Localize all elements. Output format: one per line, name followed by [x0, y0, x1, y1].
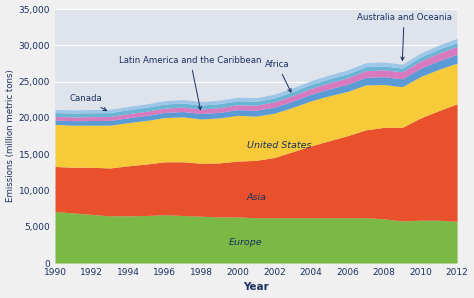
X-axis label: Year: Year [243, 283, 269, 292]
Text: Europe: Europe [228, 238, 262, 247]
Y-axis label: Emissions (million metric tons): Emissions (million metric tons) [6, 70, 15, 202]
Text: Latin America and the Caribbean: Latin America and the Caribbean [119, 56, 262, 110]
Text: Africa: Africa [265, 60, 291, 92]
Text: United States: United States [247, 141, 311, 150]
Text: Asia: Asia [247, 193, 267, 202]
Text: Canada: Canada [70, 94, 107, 111]
Text: Australia and Oceania: Australia and Oceania [356, 13, 452, 60]
